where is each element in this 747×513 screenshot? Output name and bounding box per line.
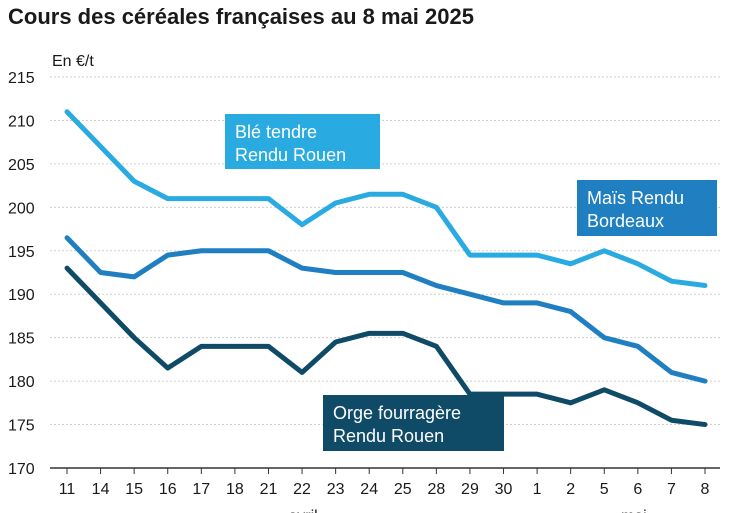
series-line — [64, 265, 708, 428]
x-tick-label: 14 — [92, 481, 110, 498]
x-tick-label: 24 — [360, 481, 378, 498]
series-line — [64, 109, 708, 289]
x-tick-label: 18 — [226, 481, 244, 498]
x-axis-ticks: 1114151617182122232425282930125678avrilm… — [59, 468, 710, 513]
y-tick-label: 205 — [8, 157, 35, 174]
x-tick-label: 21 — [260, 481, 278, 498]
x-tick-label: 28 — [427, 481, 445, 498]
x-tick-label: 7 — [667, 481, 676, 498]
x-tick-label: 11 — [59, 481, 76, 498]
x-tick-label: 22 — [293, 481, 311, 498]
series-label-text: Maïs Rendu — [587, 188, 684, 208]
series-label: Maïs Rendu Bordeaux — [577, 180, 717, 236]
series-label-text: Bordeaux — [587, 211, 664, 231]
x-tick-label: 15 — [125, 481, 143, 498]
y-tick-label: 200 — [8, 200, 35, 217]
chart-title: Cours des céréales françaises au 8 mai 2… — [8, 4, 474, 29]
series-label-box — [225, 114, 380, 169]
x-tick-label: 2 — [566, 481, 575, 498]
series-label-text: Rendu Rouen — [333, 426, 444, 446]
series-label-text: Rendu Rouen — [235, 145, 346, 165]
x-tick-label: 16 — [159, 481, 177, 498]
y-tick-label: 180 — [8, 374, 35, 391]
x-tick-label: 8 — [701, 481, 710, 498]
y-tick-label: 175 — [8, 418, 35, 435]
x-tick-label: 6 — [633, 481, 642, 498]
x-tick-label: 1 — [533, 481, 542, 498]
series-label: Blé tendre Rendu Rouen — [225, 114, 380, 169]
series-label-text: Blé tendre — [235, 122, 317, 142]
y-axis-ticks: 170 175 180 185 190 195 200 205 210 215 — [8, 70, 35, 478]
y-axis-label: En €/t — [52, 53, 94, 70]
x-tick-label: 25 — [394, 481, 412, 498]
series-lines — [64, 109, 708, 428]
series-label-text: Orge fourragère — [333, 403, 461, 423]
y-tick-label: 170 — [8, 461, 35, 478]
y-tick-label: 190 — [8, 287, 35, 304]
x-tick-label: 23 — [327, 481, 345, 498]
x-tick-label: 30 — [495, 481, 513, 498]
series-label-box — [577, 180, 717, 236]
y-tick-label: 195 — [8, 244, 35, 261]
series-labels: Blé tendre Rendu Rouen Maïs Rendu Bordeaux O… — [225, 114, 717, 451]
series-line — [64, 235, 708, 384]
series-label-box — [323, 395, 504, 451]
x-tick-label: 17 — [192, 481, 210, 498]
y-tick-label: 215 — [8, 70, 35, 87]
y-tick-label: 185 — [8, 331, 35, 348]
month-label: avril — [288, 508, 317, 513]
x-tick-label: 5 — [600, 481, 609, 498]
gridlines — [50, 76, 720, 469]
month-label: mai — [621, 508, 647, 513]
x-tick-label: 29 — [461, 481, 479, 498]
series-label: Orge fourragère Rendu Rouen — [323, 395, 504, 451]
y-tick-label: 210 — [8, 113, 35, 130]
